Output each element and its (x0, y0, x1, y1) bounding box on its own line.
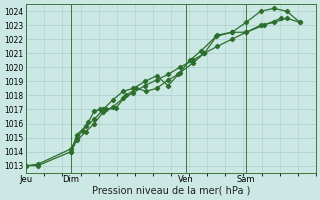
X-axis label: Pression niveau de la mer( hPa ): Pression niveau de la mer( hPa ) (92, 186, 250, 196)
